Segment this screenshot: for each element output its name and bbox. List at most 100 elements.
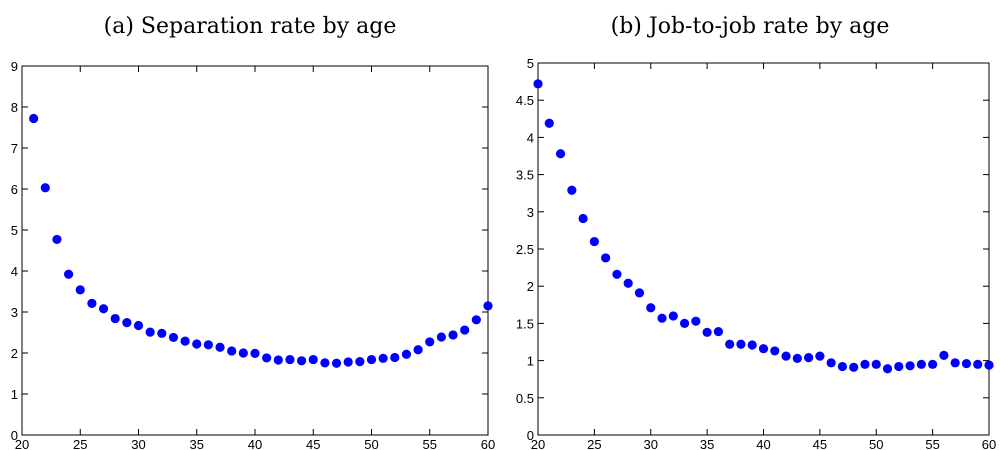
x-tick-label: 40 bbox=[248, 437, 262, 450]
data-point bbox=[758, 344, 769, 354]
y-tick-label: 3 bbox=[11, 305, 18, 320]
data-point bbox=[122, 318, 132, 328]
data-point bbox=[401, 349, 412, 359]
data-point bbox=[826, 358, 836, 368]
x-tick-label: 40 bbox=[756, 437, 770, 450]
x-tick-label: 20 bbox=[531, 437, 545, 450]
y-tick-label: 8 bbox=[11, 100, 18, 115]
data-point bbox=[533, 79, 543, 89]
chart-title: (b) Job-to-job rate by age bbox=[610, 14, 890, 39]
y-tick-label: 2 bbox=[11, 346, 18, 361]
data-point bbox=[928, 359, 938, 369]
chart-title: (a) Separation rate by age bbox=[103, 14, 397, 39]
y-tick-label: 1 bbox=[527, 354, 534, 369]
plot-frame bbox=[537, 62, 990, 436]
data-point bbox=[544, 118, 554, 128]
x-tick-label: 50 bbox=[869, 437, 883, 450]
y-tick-label: 2.5 bbox=[516, 242, 534, 257]
data-point bbox=[713, 326, 723, 337]
data-point bbox=[64, 269, 74, 279]
data-point bbox=[939, 350, 949, 360]
y-tick-label: 3.5 bbox=[516, 168, 534, 183]
data-point bbox=[227, 346, 237, 356]
data-point bbox=[157, 328, 167, 338]
data-point bbox=[460, 325, 470, 335]
data-point bbox=[203, 340, 213, 350]
data-point bbox=[75, 285, 85, 295]
data-point bbox=[634, 288, 645, 298]
data-point bbox=[133, 320, 144, 331]
y-tick-label: 0 bbox=[11, 428, 18, 443]
data-point bbox=[262, 353, 272, 363]
data-point bbox=[612, 269, 622, 279]
data-point bbox=[894, 361, 904, 372]
data-point bbox=[436, 332, 446, 342]
data-point bbox=[471, 315, 481, 325]
y-tick-label: 9 bbox=[11, 59, 18, 74]
data-point bbox=[40, 183, 50, 193]
data-point bbox=[984, 360, 994, 370]
data-point bbox=[792, 353, 802, 363]
data-point bbox=[736, 339, 746, 349]
chart-svg: 20 25 30 35 40 45 50 55 60 0 0.5 1 1.5 2 2.5 3 3.5 4 4.5 5 bbox=[516, 56, 996, 450]
data-point bbox=[871, 359, 881, 369]
x-tick-label: 30 bbox=[131, 437, 145, 450]
data-point bbox=[668, 311, 678, 321]
y-tick-label: 2 bbox=[527, 279, 534, 294]
y-tick-label: 4 bbox=[527, 130, 534, 145]
data-point bbox=[589, 236, 599, 247]
data-point bbox=[646, 303, 656, 313]
data-point bbox=[770, 346, 780, 356]
x-tick-label: 55 bbox=[925, 437, 939, 450]
y-tick-label: 3 bbox=[527, 205, 534, 220]
x-tick-label: 60 bbox=[481, 437, 495, 450]
x-tick-label: 25 bbox=[587, 437, 601, 450]
data-point bbox=[702, 327, 712, 337]
data-point bbox=[145, 327, 155, 337]
y-tick-label: 0 bbox=[527, 428, 534, 443]
x-tick-label: 45 bbox=[306, 437, 320, 450]
chart-panel-a: (a) Separation rate by age 20 25 30 35 40 45 5… bbox=[11, 14, 495, 450]
x-tick-label: 60 bbox=[982, 437, 996, 450]
data-point bbox=[250, 348, 260, 359]
data-point bbox=[916, 359, 926, 369]
data-point bbox=[355, 357, 365, 367]
x-tick-label: 30 bbox=[644, 437, 658, 450]
data-point bbox=[87, 298, 97, 308]
data-point bbox=[691, 316, 701, 326]
chart-panel-b: (b) Job-to-job rate by age 20 25 30 35 40 45 5… bbox=[500, 0, 1000, 450]
data-point bbox=[679, 318, 690, 328]
data-point bbox=[860, 359, 870, 369]
data-point bbox=[555, 149, 566, 159]
data-point bbox=[781, 351, 791, 361]
y-tick-label: 0.5 bbox=[516, 391, 534, 406]
y-tick-label: 1 bbox=[11, 387, 18, 402]
data-point bbox=[378, 353, 388, 363]
data-point bbox=[98, 304, 109, 314]
data-point bbox=[747, 340, 757, 350]
x-tick-label: 20 bbox=[15, 437, 29, 450]
data-point bbox=[567, 185, 577, 195]
x-tick-label: 35 bbox=[190, 437, 204, 450]
y-tick-label: 1.5 bbox=[516, 316, 534, 331]
data-point bbox=[331, 358, 342, 368]
data-point bbox=[343, 357, 353, 367]
data-point bbox=[483, 301, 493, 311]
x-tick-label: 35 bbox=[700, 437, 714, 450]
data-point bbox=[623, 278, 633, 288]
data-point bbox=[882, 364, 893, 374]
data-point bbox=[413, 345, 423, 355]
y-tick-label: 7 bbox=[11, 141, 18, 156]
x-tick-label: 55 bbox=[423, 437, 437, 450]
data-point bbox=[448, 330, 458, 340]
data-point bbox=[390, 352, 400, 363]
data-point bbox=[297, 356, 307, 366]
plot-frame bbox=[21, 65, 489, 436]
y-tick-label: 5 bbox=[527, 56, 534, 71]
data-point bbox=[950, 358, 960, 368]
data-point bbox=[52, 234, 62, 245]
data-point bbox=[238, 348, 248, 358]
y-tick-label: 4 bbox=[11, 264, 18, 279]
data-point bbox=[110, 313, 120, 324]
data-point bbox=[837, 361, 848, 372]
